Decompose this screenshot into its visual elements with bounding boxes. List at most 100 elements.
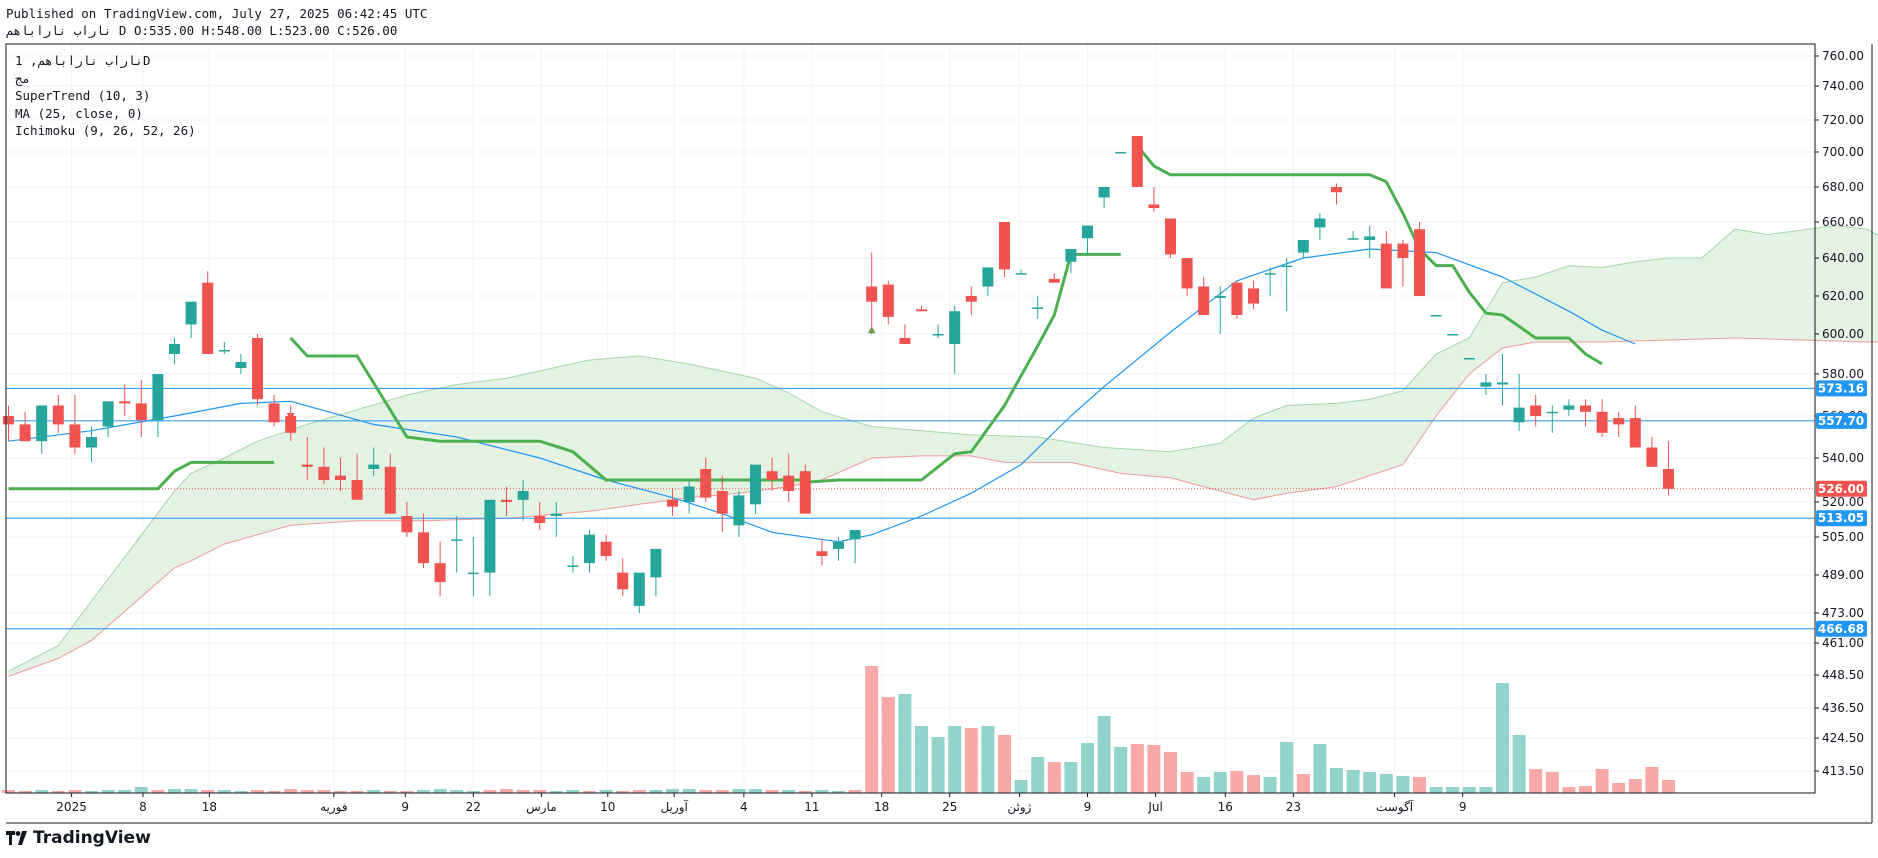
candle-body — [1497, 382, 1508, 385]
candle-body — [36, 405, 48, 442]
volume-bar — [483, 790, 497, 793]
volume-bar — [118, 790, 132, 793]
volume-bar — [1230, 771, 1244, 793]
candle-body — [418, 532, 429, 564]
candle-body — [1281, 265, 1293, 268]
time-tick-label: 23 — [1286, 800, 1301, 814]
candle-body — [1463, 358, 1475, 360]
price-tick-label: 505.00 — [1822, 530, 1864, 544]
volume-bar — [782, 790, 796, 793]
volume-bar — [1446, 787, 1460, 793]
volume-bar — [1612, 783, 1626, 793]
price-tick-label: 660.00 — [1822, 215, 1864, 229]
candle-body — [235, 362, 247, 368]
candle-body — [185, 301, 197, 325]
header-symbol: ناراب ناراباهم — [6, 23, 112, 38]
candle-body — [1380, 243, 1392, 289]
candle-body — [982, 267, 994, 287]
legend-exchange: مج — [15, 70, 31, 86]
plot-border — [5, 43, 1816, 794]
candle-body — [667, 499, 678, 507]
candle-body — [534, 516, 546, 523]
volume-bar — [1247, 775, 1260, 793]
volume-bar — [1147, 745, 1161, 793]
candle-body — [965, 296, 977, 302]
candle-body — [683, 486, 695, 502]
candle-body — [202, 282, 214, 354]
candle-body — [1032, 307, 1044, 309]
last-price-label: 526.00 — [1818, 482, 1864, 496]
candle-body — [152, 374, 164, 421]
candle-body — [816, 551, 828, 556]
volume-bar — [317, 790, 331, 793]
volume-bar — [1363, 772, 1377, 793]
price-tick-label: 760.00 — [1822, 49, 1864, 63]
volume-bar — [1263, 777, 1277, 793]
time-tick-label: ژوئن — [1007, 800, 1031, 815]
horizontal-levels — [6, 387, 1815, 630]
candles — [3, 136, 1674, 613]
volume-bar — [101, 790, 115, 793]
tradingview-brand[interactable]: TradingView — [6, 828, 151, 848]
candle-body — [1314, 218, 1326, 228]
level-label-bg — [1816, 620, 1867, 637]
time-tick-label: مارس — [526, 800, 557, 815]
volume-bar — [1346, 770, 1360, 793]
candle-body — [1447, 334, 1459, 336]
time-tick-label: 9 — [401, 800, 409, 814]
volume-bar — [998, 735, 1011, 793]
legend-indicator-ma[interactable]: MA (25, close, 0) — [15, 105, 143, 121]
cloud-span-a — [8, 225, 1878, 672]
volume-bar — [217, 790, 231, 793]
legend-title[interactable]: ناراب ناراباهم, 1D — [15, 53, 151, 68]
candle-body — [567, 565, 579, 567]
candle-body — [1480, 382, 1492, 387]
symbol-ohlc-line: ناراب ناراباهم D O:535.00 H:548.00 L:523… — [6, 23, 397, 38]
candle-body — [1264, 273, 1276, 275]
volume-bar — [815, 790, 829, 793]
candle-body — [451, 539, 463, 541]
time-tick-label: Jul — [1147, 800, 1162, 814]
candle-body — [584, 534, 595, 564]
candle-body — [1347, 238, 1359, 240]
volume-bar — [682, 789, 696, 793]
volume-bar — [1330, 768, 1343, 793]
volume-bar — [1197, 777, 1211, 793]
price-tick-label: 620.00 — [1822, 289, 1864, 303]
time-tick-label: 16 — [1218, 800, 1233, 814]
volume-bar — [516, 790, 530, 793]
candle-body — [882, 284, 894, 317]
volume-bar — [284, 789, 298, 793]
published-line: Published on TradingView.com, July 27, 2… — [6, 6, 428, 21]
price-labels: 573.16 557.70 513.05 466.68 526.00 — [1816, 380, 1867, 637]
volume-bar — [85, 791, 98, 793]
price-tick-label: 700.00 — [1822, 145, 1864, 159]
time-tick-label: آوریل — [660, 799, 688, 815]
candle-body — [169, 344, 180, 354]
candle-body — [633, 572, 645, 606]
legend-indicator-ichimoku[interactable]: Ichimoku (9, 26, 52, 26) — [15, 123, 196, 138]
candle-body — [866, 286, 878, 302]
volume-bar — [1496, 683, 1509, 793]
volume-bar — [1213, 772, 1227, 793]
candle-body — [1530, 405, 1542, 416]
level-label: 557.70 — [1818, 414, 1864, 428]
candle-body — [335, 475, 346, 480]
candle-body — [1663, 469, 1674, 489]
legend-indicator-supertrend[interactable]: SuperTrend (10, 3) — [15, 88, 151, 103]
volume-bar — [1280, 742, 1294, 793]
candle-body — [1198, 286, 1210, 315]
candle-body — [252, 338, 263, 400]
volume-bar — [1180, 772, 1194, 793]
volume-bar — [1014, 780, 1028, 793]
level-label: 466.68 — [1818, 622, 1864, 636]
volume-bar — [1628, 779, 1642, 793]
volume-bar — [632, 790, 646, 793]
volume-layer — [2, 666, 1675, 793]
volume-bar — [466, 791, 480, 793]
candle-body — [1546, 411, 1558, 414]
volume-bar — [334, 791, 347, 793]
volume-bar — [201, 790, 215, 793]
candle-body — [550, 513, 562, 516]
